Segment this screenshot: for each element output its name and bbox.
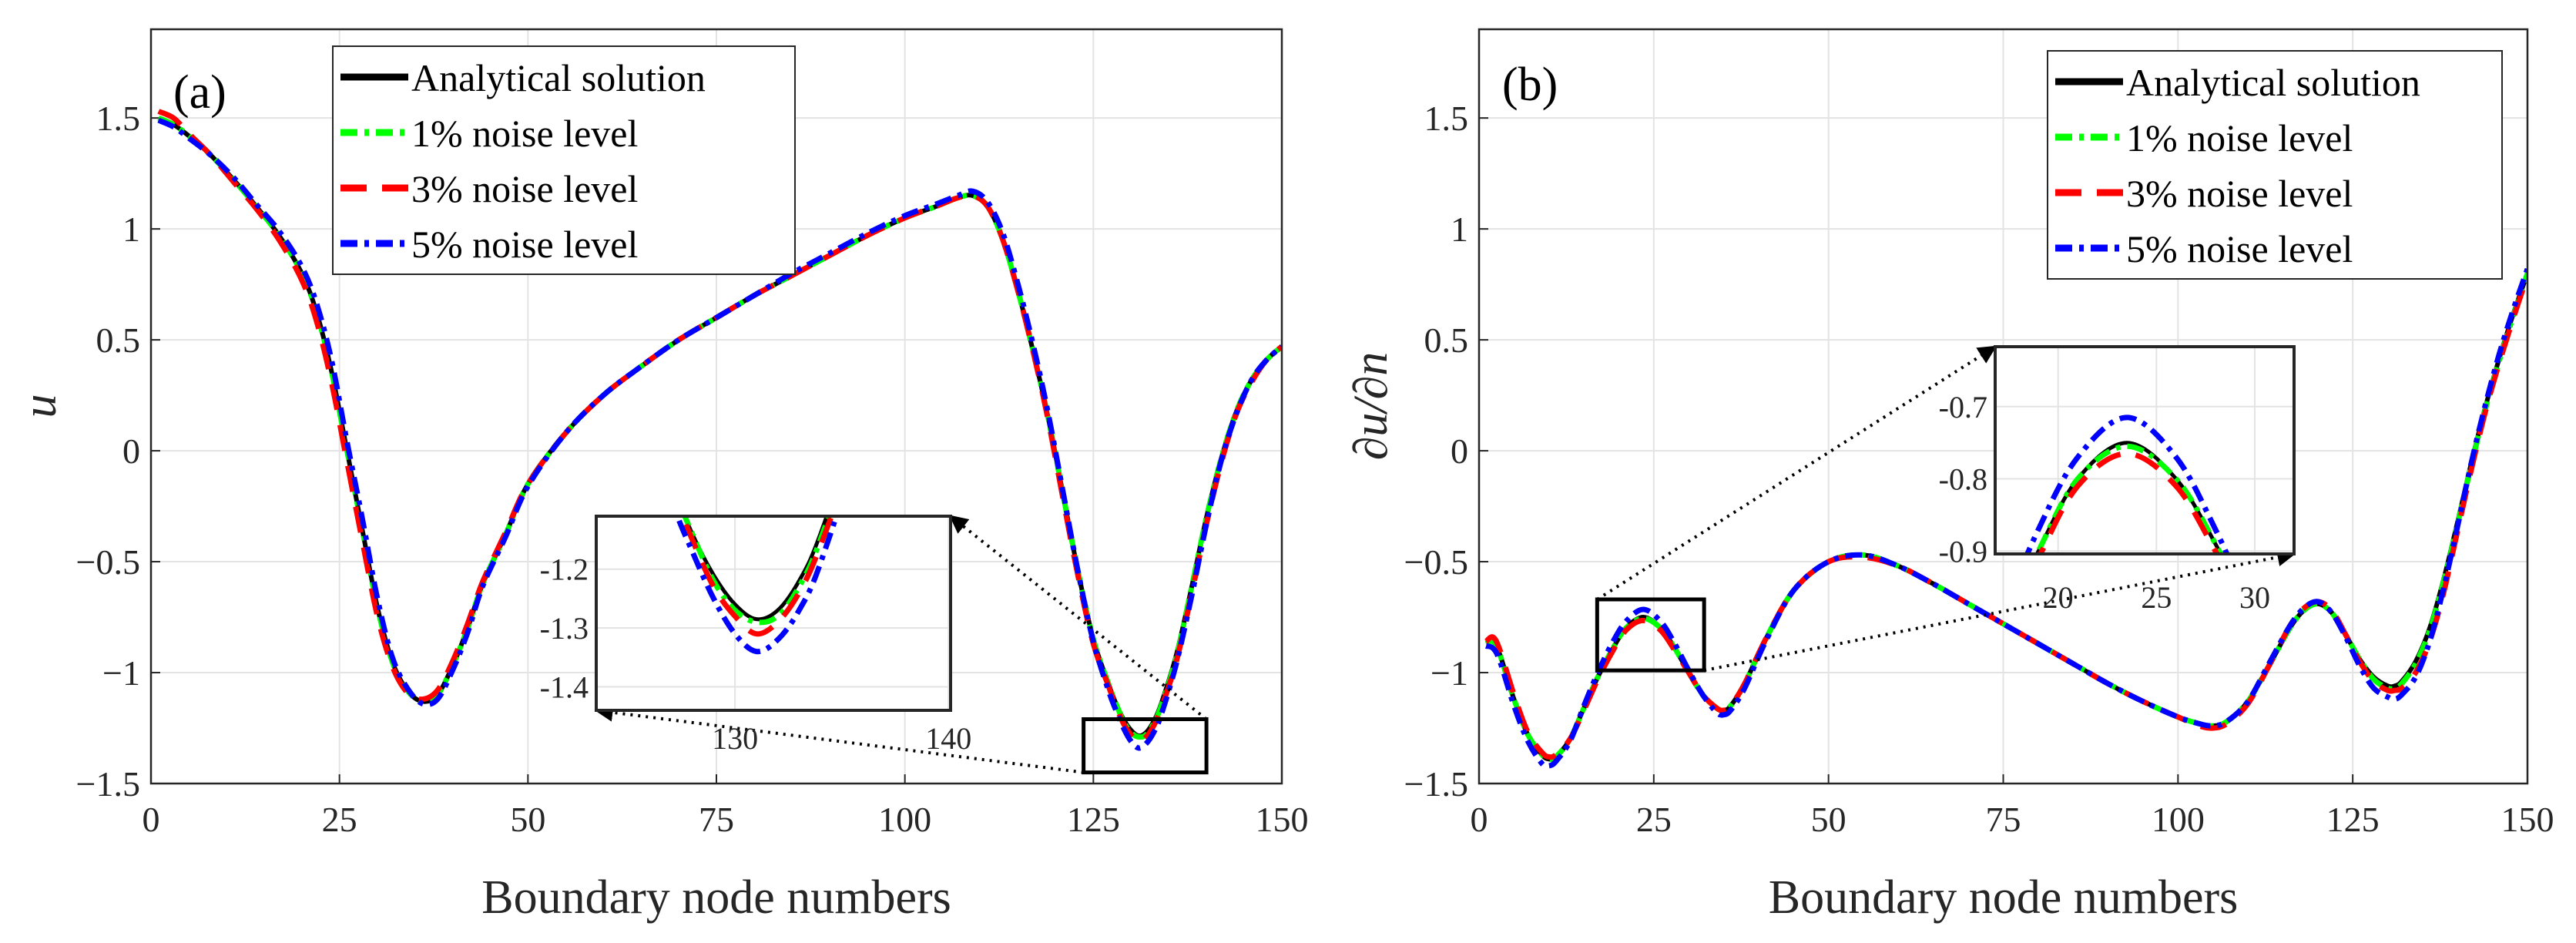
inset-frame [595, 515, 952, 712]
y-tick-label: −0.5 [1404, 542, 1468, 582]
inset-axes: 130 140 -1.4 -1.3 -1.2 [540, 515, 971, 756]
x-tick-label: 0 [1471, 800, 1488, 839]
inset-x-tick-label: 130 [712, 721, 758, 756]
legend-entry-label: 1% noise level [411, 112, 638, 155]
inset-frame [1994, 345, 2296, 555]
legend-box [332, 45, 796, 275]
x-tick-label: 100 [878, 800, 931, 839]
zoom-arrow [1596, 345, 1997, 601]
plot-frame [149, 28, 1283, 785]
y-tick-label: 1.5 [1424, 99, 1469, 138]
inset-series-line-analytical-solution [683, 516, 829, 622]
legend-entry-label: 1% noise level [2126, 116, 2353, 159]
x-tick-label: 100 [2152, 800, 2205, 839]
inset-series-line-1-noise-level [682, 516, 832, 626]
y-axis-label: ∂u/∂n [1345, 352, 1397, 461]
inset-y-tick-label: -0.7 [1939, 390, 1987, 425]
inset-y-tick-label: -0.8 [1939, 462, 1987, 497]
x-axis-label: Boundary node numbers [1769, 871, 2239, 924]
x-tick-label: 125 [1067, 800, 1120, 839]
y-tick-label: −1.5 [76, 764, 140, 804]
series-line-5-noise-level [157, 117, 1282, 751]
y-tick-label: −0.5 [76, 542, 140, 582]
panel-label: (a) [173, 66, 226, 119]
y-axis-label: u [14, 394, 66, 418]
inset-y-tick-label: -0.9 [1939, 534, 1987, 569]
legend: Analytical solution 1% noise level 3% nois… [332, 45, 796, 275]
y-tick-label: 0 [122, 431, 140, 471]
legend-entry-label: 5% noise level [2126, 227, 2353, 270]
legend-box [2047, 50, 2503, 280]
y-tick-label: −1 [102, 653, 140, 693]
y-tick-label: 0.5 [96, 320, 141, 360]
inset-x-tick-label: 25 [2141, 580, 2172, 615]
zoom-arrow [1703, 548, 2296, 673]
panel-label: (b) [1502, 59, 1558, 111]
plot-frame [1478, 28, 2529, 785]
inset-y-tick-label: -1.2 [540, 552, 589, 587]
series-group [1484, 267, 2527, 770]
y-tick-label: 0 [1451, 431, 1468, 471]
inset-series-group [674, 516, 840, 655]
zoom-arrow [949, 515, 1208, 721]
zoom-source-box [1595, 597, 1706, 673]
x-tick-label: 75 [1986, 800, 2021, 839]
y-tick-label: 0.5 [1424, 320, 1469, 360]
y-tick-label: −1 [1431, 653, 1468, 693]
inset-axes: 20 25 30 -0.9 -0.8 -0.7 [1939, 345, 2296, 615]
x-axis-label: Boundary node numbers [481, 871, 951, 924]
inset-x-tick-label: 140 [925, 721, 971, 756]
legend: Analytical solution 1% noise level 3% nois… [2047, 50, 2503, 280]
x-tick-label: 75 [699, 800, 734, 839]
legend-entry-label: 5% noise level [411, 223, 638, 266]
x-tick-label: 25 [1636, 800, 1672, 839]
legend-entry-label: 3% noise level [2126, 172, 2353, 215]
x-tick-label: 25 [322, 800, 357, 839]
y-tick-label: 1 [122, 210, 140, 249]
x-tick-label: 50 [510, 800, 545, 839]
panel-b: 0 25 50 75 100 125 150 −1.5 −1 −0.5 0 0.5 1 1.5 Bounda… [1345, 28, 2554, 924]
inset-y-tick-label: -1.3 [540, 611, 589, 646]
y-tick-label: 1.5 [96, 99, 141, 138]
series-group [157, 109, 1282, 751]
legend-entry-label: Analytical solution [411, 56, 706, 99]
x-tick-label: 0 [143, 800, 160, 839]
inset-x-tick-label: 20 [2043, 580, 2074, 615]
y-tick-label: −1.5 [1404, 764, 1468, 804]
panel-a: 0 25 50 75 100 125 150 −1.5 −1 −0.5 0 0.5 1 1.5 Bounda… [14, 28, 1309, 924]
x-tick-label: 125 [2326, 800, 2380, 839]
legend-entry-label: 3% noise level [411, 167, 638, 210]
zoom-source-box [1082, 716, 1209, 775]
zoom-arrow [594, 703, 1084, 774]
series-line-5-noise-level [1484, 267, 2527, 770]
x-tick-label: 150 [2501, 800, 2554, 839]
y-tick-label: 1 [1451, 210, 1468, 249]
x-tick-label: 50 [1811, 800, 1846, 839]
inset-y-tick-label: -1.4 [540, 669, 589, 704]
legend-entry-label: Analytical solution [2126, 61, 2420, 104]
inset-x-tick-label: 30 [2239, 580, 2270, 615]
x-tick-label: 150 [1256, 800, 1309, 839]
